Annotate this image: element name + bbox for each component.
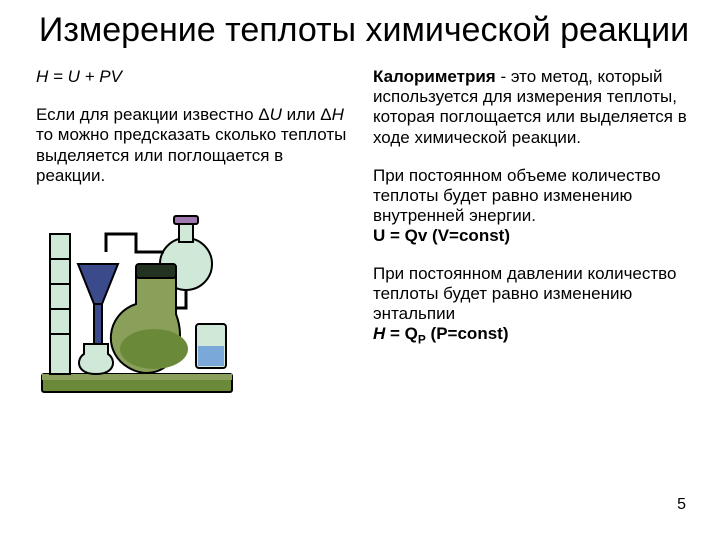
text-frag: или Δ: [282, 105, 332, 124]
enthalpy-formula: H = U + PV: [36, 67, 355, 87]
const-volume-paragraph: При постоянном объеме количество теплоты…: [373, 166, 692, 246]
chemistry-apparatus-icon: [36, 204, 241, 399]
formula-h-qp: H = QP (P=const): [373, 324, 508, 343]
text-frag: При постоянном объеме количество теплоты…: [373, 166, 661, 225]
slide: Измерение теплоты химической реакции H =…: [0, 0, 720, 540]
right-column: Калориметрия - это метод, который исполь…: [373, 67, 692, 398]
text-frag: = Q: [385, 324, 418, 343]
term-calorimetry: Калориметрия: [373, 67, 496, 86]
delta-h: H: [332, 105, 344, 124]
h-italic: H: [373, 324, 385, 343]
left-column: H = U + PV Если для реакции известно ΔU …: [36, 67, 355, 398]
text-frag: то можно предсказать сколько теплоты выд…: [36, 125, 346, 184]
page-title: Измерение теплоты химической реакции: [36, 12, 692, 49]
content-columns: H = U + PV Если для реакции известно ΔU …: [36, 67, 692, 398]
left-paragraph: Если для реакции известно ΔU или ΔH то м…: [36, 105, 355, 185]
page-number: 5: [677, 496, 686, 514]
delta-u: U: [270, 105, 282, 124]
formula-u-qv: U = Qv (V=const): [373, 226, 510, 245]
text-frag: Если для реакции известно Δ: [36, 105, 270, 124]
text-frag: (P=const): [426, 324, 509, 343]
text-frag: При постоянном давлении количество тепло…: [373, 264, 676, 323]
const-pressure-paragraph: При постоянном давлении количество тепло…: [373, 264, 692, 347]
calorimetry-definition: Калориметрия - это метод, который исполь…: [373, 67, 692, 147]
subscript-p: P: [418, 332, 426, 346]
